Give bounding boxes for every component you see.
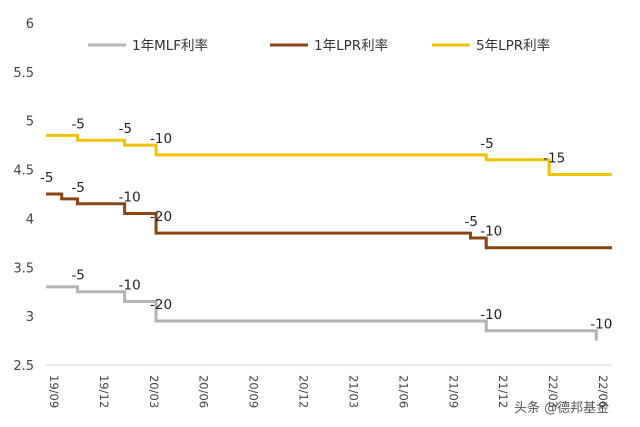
data-label: -10: [480, 307, 502, 323]
data-label: -10: [119, 190, 141, 206]
data-label: -10: [480, 224, 502, 240]
x-tick-label: 22/03: [546, 375, 560, 408]
y-tick-label: 2.5: [13, 359, 34, 374]
x-tick-label: 20/09: [247, 375, 261, 408]
legend-label: 1年MLF利率: [132, 37, 208, 54]
data-label: -5: [71, 268, 84, 284]
legend-label: 5年LPR利率: [476, 37, 550, 54]
legend-label: 1年LPR利率: [314, 37, 388, 54]
series-line-1: [46, 192, 612, 250]
x-tick-label: 21/03: [346, 375, 360, 408]
y-tick-label: 3: [26, 310, 34, 325]
y-tick-label: 5: [26, 115, 34, 130]
series-line-0: [46, 285, 598, 341]
y-tick-label: 5.5: [13, 66, 34, 81]
watermark: 头条 @德邦基金: [514, 400, 609, 416]
series-line-2: [46, 133, 612, 176]
y-tick-label: 4: [26, 212, 34, 227]
x-tick-label: 20/12: [297, 375, 311, 408]
data-label: -10: [590, 317, 612, 333]
x-tick-label: 22/06: [596, 375, 610, 408]
y-tick-label: 4.5: [13, 164, 34, 179]
data-label: -20: [150, 209, 172, 225]
x-tick-label: 19/12: [97, 375, 111, 408]
data-label: -5: [465, 214, 478, 230]
x-tick-label: 21/09: [446, 375, 460, 408]
data-label: -5: [480, 136, 493, 152]
data-label: -5: [71, 116, 84, 132]
series-layer: [46, 133, 612, 341]
data-label: -5: [71, 180, 84, 196]
y-tick-label: 3.5: [13, 261, 34, 276]
data-label: -20: [150, 297, 172, 313]
x-tick-label: 21/06: [396, 375, 410, 408]
x-axis: 19/09 19/12 20/03 20/06 20/09 20/12 21/03 21/06…: [46, 364, 612, 408]
x-tick-label: 20/03: [147, 375, 161, 408]
legend: 1年MLF利率 1年LPR利率 5年LPR利率: [88, 37, 550, 54]
data-labels: -5-10-20-10-10-5-5-10-20 -5-10-5 -5-10 -5-1…: [40, 116, 612, 332]
y-axis: 2.5 3 3.5 4 4.5 5 5.5 6: [13, 17, 34, 374]
x-tick-label: 20/06: [197, 375, 211, 408]
x-tick-label: 21/12: [496, 375, 510, 408]
data-label: -5: [40, 170, 53, 186]
data-label: -5: [119, 121, 132, 137]
data-label: -10: [150, 131, 172, 147]
data-label: -10: [119, 277, 141, 293]
x-tick-label: 19/09: [47, 375, 61, 408]
data-label: -15: [543, 150, 565, 166]
y-tick-label: 6: [26, 17, 34, 32]
